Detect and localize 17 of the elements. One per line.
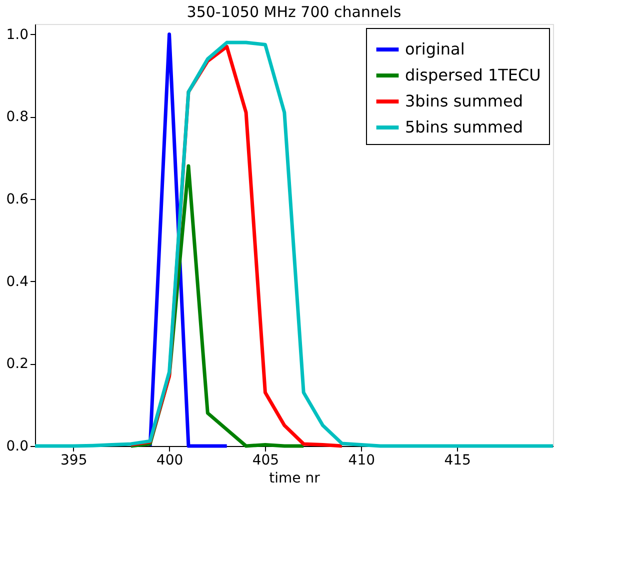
legend-label: dispersed 1TECU [405,66,541,84]
x-tick-label: 400 [156,452,184,468]
x-axis-title: time nr [269,470,320,486]
x-tick-label: 410 [348,452,376,468]
y-tick-label: 0.8 [6,109,28,126]
legend-label: 5bins summed [405,118,523,136]
x-tick-label: 405 [252,452,280,468]
chart-title: 350-1050 MHz 700 channels [186,3,402,21]
y-tick-label: 0.4 [6,274,29,290]
legend-label: 3bins summed [405,92,523,110]
x-tick-label: 395 [60,452,88,468]
y-tick-label: 1.0 [6,26,28,43]
y-tick-label: 0.0 [6,438,28,454]
y-tick-label: 0.6 [6,191,29,208]
x-tick-label: 415 [444,452,471,468]
y-tick-label: 0.2 [6,356,28,372]
legend-label: original [405,40,465,58]
